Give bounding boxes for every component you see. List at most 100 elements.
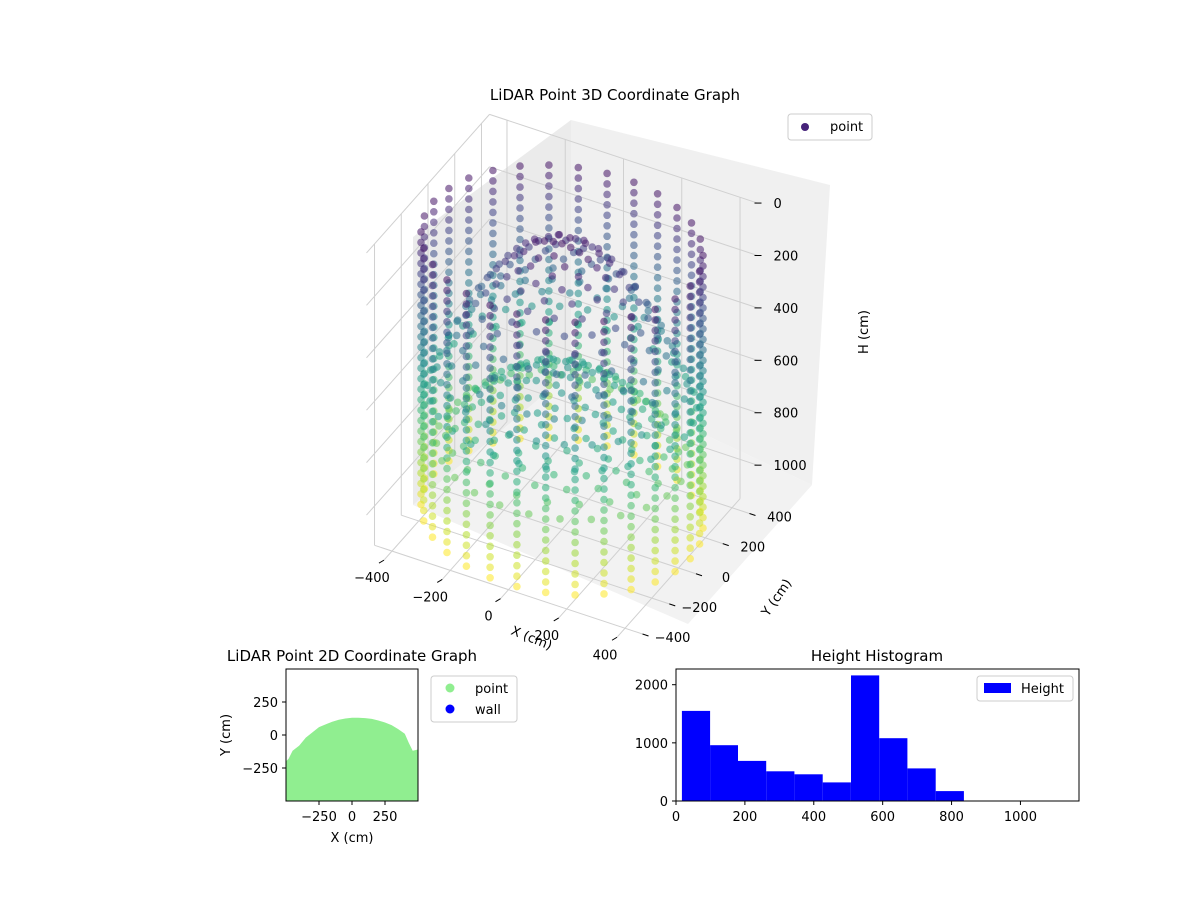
scatter-point-3d (420, 212, 429, 220)
scatter-point-3d (671, 400, 679, 408)
scatter-point-3d (651, 546, 659, 555)
scatter-point-3d (483, 273, 492, 282)
scatter-point-3d (600, 328, 608, 336)
scatter-point-3d (574, 226, 583, 235)
scatter-point-3d (627, 376, 635, 384)
scatter-point-3d (562, 485, 571, 494)
scatter-point-3d (686, 471, 694, 479)
scatter-point-3d (419, 475, 428, 483)
scatter-point-3d (581, 371, 589, 379)
scatter-point-3d (516, 193, 524, 202)
scatter-point-3d (434, 412, 443, 421)
scatter-point-3d (462, 478, 471, 487)
axis-label-y-3d: Y (cm) (758, 576, 795, 620)
scatter-point-3d (465, 216, 473, 224)
scatter-point-3d (462, 415, 471, 424)
scatter-point-3d (671, 337, 679, 345)
tick-label-y-2d: 250 (253, 696, 278, 711)
scatter-point-3d (486, 553, 494, 561)
scatter-point-3d (686, 513, 694, 521)
scatter-point-3d (695, 487, 704, 496)
scatter-point-3d (550, 415, 558, 423)
tick-label-y-2d: 0 (270, 729, 278, 744)
scatter-point-3d (462, 321, 471, 329)
scatter-point-3d (445, 268, 453, 277)
scatter-point-3d (671, 368, 679, 377)
scatter-point-3d (521, 266, 529, 274)
scatter-point-3d (600, 370, 608, 378)
scatter-point-3d (630, 209, 638, 218)
scatter-point-3d (566, 234, 574, 242)
scatter-point-3d (686, 366, 694, 374)
scatter-point-3d (516, 162, 524, 170)
scatter-point-3d (593, 444, 602, 453)
scatter-point-3d (616, 511, 625, 520)
tick-label-x-histogram: 800 (939, 810, 964, 825)
scatter-point-3d (428, 428, 437, 437)
scatter-point-3d (600, 495, 608, 504)
scatter-point-3d (513, 383, 521, 392)
scatter-point-3d (574, 195, 583, 203)
scatter-point-3d (603, 222, 611, 230)
scatter-point-3d (450, 340, 458, 348)
scatter-point-3d (510, 251, 519, 260)
scatter-point-3d (417, 238, 425, 247)
scatter-point-3d (541, 389, 550, 398)
scatter-point-3d (453, 316, 462, 325)
scatter-point-3d (582, 472, 591, 480)
grid-line-y-floor (427, 484, 697, 575)
scatter-point-3d (627, 512, 635, 520)
scatter-point-3d (582, 434, 590, 443)
scatter-point-3d (603, 169, 611, 178)
scatter-point-3d (562, 357, 570, 366)
scatter-point-3d (644, 307, 653, 315)
scatter-point-3d (541, 410, 550, 419)
scatter-point-3d (630, 178, 638, 187)
scatter-point-3d (445, 205, 453, 214)
scatter-point-3d (417, 228, 425, 236)
scatter-point-3d (566, 243, 575, 252)
scatter-point-3d (549, 355, 558, 364)
scatter-point-3d (630, 262, 638, 270)
legend-2d-label-point: point (475, 682, 508, 697)
scatter-point-3d (486, 353, 494, 362)
scatter-point-3d (563, 446, 571, 455)
scatter-point-3d (462, 457, 471, 466)
scatter-point-3d (541, 441, 550, 450)
scatter-point-3d (541, 420, 550, 429)
scatter-point-3d (695, 466, 704, 475)
scatter-point-3d (419, 328, 428, 337)
scatter-point-3d (478, 315, 487, 324)
scatter-point-3d (627, 543, 635, 552)
scatter-point-3d (476, 390, 484, 399)
scatter-point-3d (627, 418, 635, 426)
scatter-point-3d (489, 166, 497, 175)
scatter-point-3d (523, 410, 531, 418)
scatter-point-3d (571, 496, 579, 505)
scatter-point-3d (610, 381, 619, 390)
scatter-point-3d (443, 506, 451, 515)
scatter-point-3d (571, 517, 579, 526)
scatter-point-3d (516, 183, 524, 191)
scatter-point-3d (620, 340, 629, 349)
scatter-point-3d (495, 501, 504, 509)
tick-label-y-histogram: 1000 (635, 737, 668, 752)
scatter-point-3d (686, 334, 694, 343)
scatter-point-3d (428, 470, 437, 479)
tick-label-z-3d: 400 (774, 302, 799, 317)
scatter-point-3d (600, 579, 608, 588)
scatter-point-3d (545, 192, 553, 201)
scatter-point-3d (428, 376, 437, 384)
scatter-point-3d (448, 427, 457, 435)
scatter-point-3d (671, 421, 679, 429)
scatter-point-3d (686, 481, 694, 490)
scatter-point-3d (532, 376, 541, 385)
tick-x-3d (436, 578, 443, 583)
scatter-point-3d (545, 224, 553, 232)
scatter-point-3d (627, 575, 635, 583)
tick-x-3d (378, 559, 385, 564)
tick-label-z-3d: 200 (774, 249, 799, 264)
scatter-point-3d (419, 349, 428, 358)
scatter-point-3d (571, 423, 579, 432)
scatter-point-3d (651, 337, 659, 345)
